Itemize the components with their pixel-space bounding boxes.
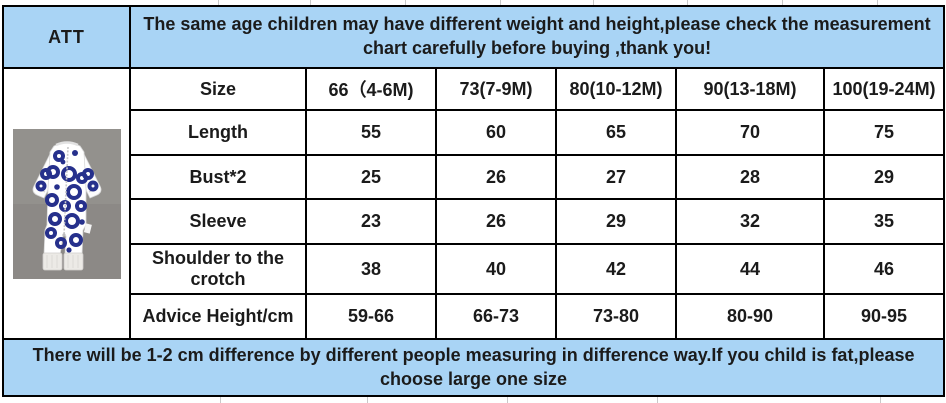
length-value: 55: [305, 109, 437, 156]
size-option-90: 90(13-18M): [675, 67, 825, 111]
sleeve-value: 35: [822, 198, 946, 245]
gridline: [657, 397, 658, 403]
gridline: [687, 0, 688, 5]
att-label: ATT: [2, 5, 131, 69]
advice-height-value: 59-66: [305, 293, 437, 340]
sleeve-value: 29: [555, 198, 677, 245]
gridline: [367, 397, 368, 403]
length-value: 75: [822, 109, 946, 156]
sleeve-value: 32: [675, 198, 825, 245]
advice-height-value: 73-80: [555, 293, 677, 340]
gridline: [405, 0, 406, 5]
gridline: [593, 0, 594, 5]
table-row: Length 55 60 65 70 75: [3, 109, 946, 156]
top-warning-banner: The same age children may have different…: [128, 5, 946, 69]
bust-value: 26: [435, 154, 557, 200]
shoulder-crotch-value: 42: [555, 243, 677, 295]
spreadsheet-gridline-strip-top: [0, 0, 946, 5]
advice-height-value: 90-95: [822, 293, 946, 340]
bust-value: 28: [675, 154, 825, 200]
baby-romper-image: [12, 128, 121, 279]
gridline: [310, 0, 311, 5]
table-row: Advice Height/cm 59-66 66-73 73-80 80-90…: [3, 293, 946, 340]
sleeve-value: 23: [305, 198, 437, 245]
length-value: 65: [555, 109, 677, 156]
row-header-sleeve: Sleeve: [129, 198, 307, 245]
row-header-bust: Bust*2: [129, 154, 307, 200]
gridline: [877, 0, 878, 5]
gridline: [782, 0, 783, 5]
bust-value: 25: [305, 154, 437, 200]
size-chart-table: ATT The same age children may have diffe…: [1, 5, 946, 397]
row-header-advice-height: Advice Height/cm: [129, 293, 307, 340]
length-value: 70: [675, 109, 825, 156]
shoulder-crotch-value: 46: [822, 243, 946, 295]
length-value: 60: [435, 109, 557, 156]
row-header-length: Length: [129, 109, 307, 156]
product-photo-cell: [2, 67, 131, 340]
bottom-note-banner: There will be 1-2 cm difference by diffe…: [1, 338, 946, 397]
gridline: [500, 0, 501, 5]
spreadsheet-gridline-strip-bottom: [0, 397, 946, 403]
table-row: Sleeve 23 26 29 32 35: [3, 198, 946, 245]
size-option-66: 66（4-6M): [305, 67, 437, 111]
size-option-73: 73(7-9M): [435, 67, 557, 111]
table-row: Shoulder to the crotch 38 40 42 44 46: [3, 243, 946, 295]
sleeve-value: 26: [435, 198, 557, 245]
bust-value: 27: [555, 154, 677, 200]
shoulder-crotch-value: 40: [435, 243, 557, 295]
row-header-size: Size: [129, 67, 307, 111]
size-option-80: 80(10-12M): [555, 67, 677, 111]
shoulder-crotch-value: 44: [675, 243, 825, 295]
bust-value: 29: [822, 154, 946, 200]
row-header-shoulder-to-crotch: Shoulder to the crotch: [129, 243, 307, 295]
gridline: [220, 397, 221, 403]
gridline: [507, 397, 508, 403]
gridline: [880, 397, 881, 403]
size-option-100: 100(19-24M): [822, 67, 946, 111]
advice-height-value: 66-73: [435, 293, 557, 340]
advice-height-value: 80-90: [675, 293, 825, 340]
gridline: [218, 0, 219, 5]
table-row: Bust*2 25 26 27 28 29: [3, 154, 946, 200]
shoulder-crotch-value: 38: [305, 243, 437, 295]
